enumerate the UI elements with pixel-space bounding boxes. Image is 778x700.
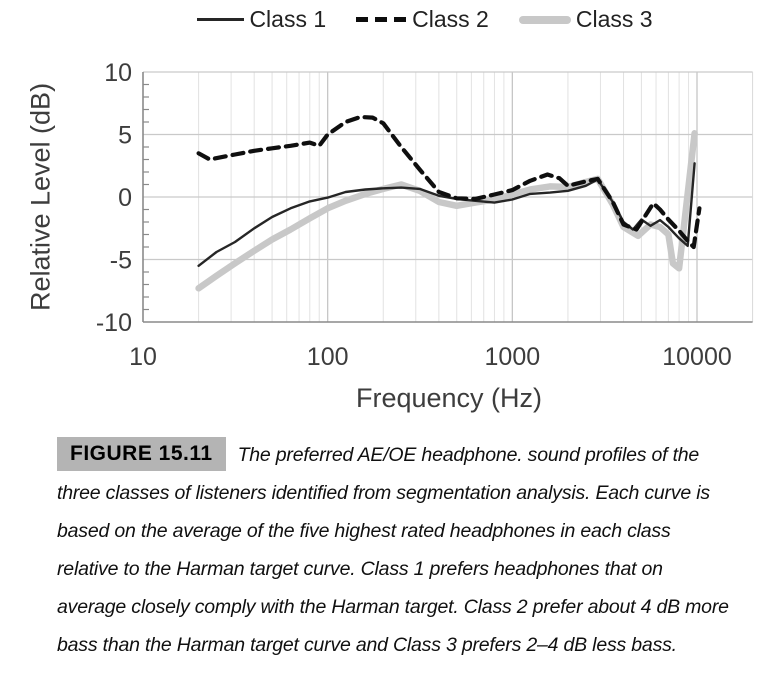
class-1-solid-line-swatch — [197, 18, 245, 21]
y-tick-label: -5 — [110, 247, 132, 275]
x-tick-label: 100 — [307, 343, 349, 371]
series-line-class-3 — [195, 130, 698, 292]
y-tick-label: 5 — [118, 122, 132, 150]
legend-label-class-3: Class 3 — [575, 6, 653, 32]
x-tick-label: 10000 — [662, 343, 732, 371]
legend-item-class-2: Class 2 — [356, 8, 489, 31]
y-tick-label: 10 — [104, 59, 132, 87]
y-tick-label: 0 — [118, 184, 132, 212]
tick-label-layer: 10 5 0 -5 -10 10 100 1000 10000 — [96, 59, 732, 371]
legend-label-class-1: Class 1 — [249, 6, 327, 32]
x-tick-label: 10 — [129, 343, 157, 371]
class-2-dashed-line-swatch — [356, 17, 408, 22]
legend-item-class-3: Class 3 — [518, 6, 653, 32]
class-3-gray-line-swatch — [518, 15, 571, 24]
legend-item-class-1: Class 1 — [197, 8, 326, 31]
headphone-preference-line-chart: 10 5 0 -5 -10 10 100 1000 10000 Frequency (Hz) R… — [25, 59, 754, 413]
legend-label-class-2: Class 2 — [412, 6, 489, 32]
axis-layer — [142, 72, 753, 323]
series-layer — [195, 114, 702, 292]
figure-caption: FIGURE 15.11 The preferred AE/OE headphon… — [57, 436, 729, 664]
figure-number-badge: FIGURE 15.11 — [57, 437, 226, 472]
series-line-class-2 — [196, 114, 702, 250]
chart-legend: Class 1 Class 2 Class 3 — [0, 8, 778, 31]
x-tick-label: 1000 — [485, 343, 541, 371]
y-axis-title: Relative Level (dB) — [25, 83, 55, 311]
y-tick-label: -10 — [96, 309, 132, 337]
series-line-class-1 — [197, 162, 696, 267]
x-axis-title: Frequency (Hz) — [356, 383, 542, 413]
figure-caption-text: The preferred AE/OE headphone. sound pro… — [57, 444, 729, 656]
